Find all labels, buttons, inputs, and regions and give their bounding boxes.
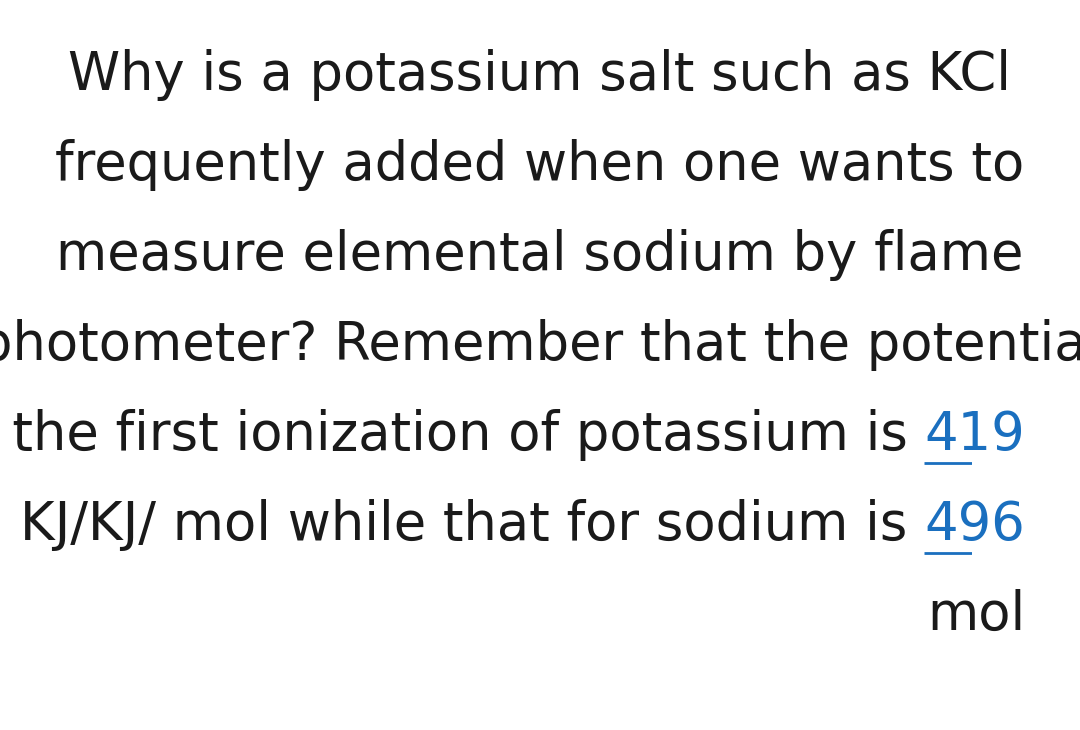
Text: photometer? Remember that the potential: photometer? Remember that the potential xyxy=(0,319,1080,371)
Text: mol: mol xyxy=(927,589,1025,641)
Text: measure elemental sodium by flame: measure elemental sodium by flame xyxy=(56,229,1024,281)
Text: KJ/KJ/ mol while that for sodium is: KJ/KJ/ mol while that for sodium is xyxy=(21,499,924,551)
Text: frequently added when one wants to: frequently added when one wants to xyxy=(55,139,1025,191)
Text: 496: 496 xyxy=(924,499,1025,551)
Text: Why is a potassium salt such as KCl: Why is a potassium salt such as KCl xyxy=(68,49,1012,101)
Text: 419: 419 xyxy=(924,409,1025,461)
Text: for the first ionization of potassium is: for the first ionization of potassium is xyxy=(0,409,924,461)
